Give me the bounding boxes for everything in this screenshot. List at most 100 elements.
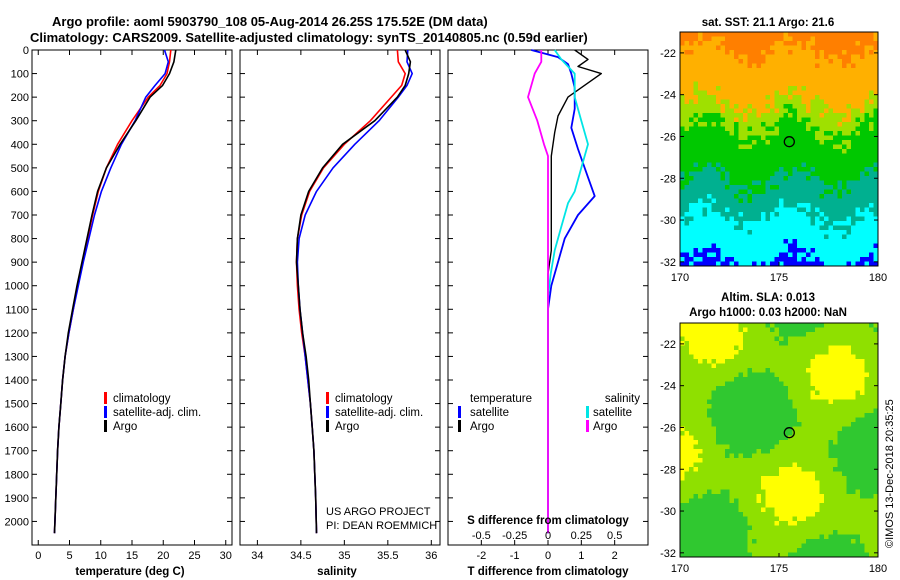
map-cell	[698, 113, 703, 118]
map-cell	[842, 149, 847, 154]
map-cell	[797, 45, 802, 51]
map-cell	[864, 140, 870, 145]
map-cell	[770, 198, 775, 204]
map-cell	[801, 189, 807, 195]
map-cell	[792, 341, 798, 346]
map-cell	[819, 162, 825, 168]
map-cell	[837, 203, 843, 208]
map-cell	[716, 185, 721, 190]
map-cell	[833, 68, 838, 73]
map-cell	[824, 453, 829, 459]
map-cell	[860, 216, 865, 222]
map-cell	[684, 516, 690, 522]
map-cell	[747, 462, 753, 468]
map-cell	[770, 86, 775, 91]
map-cell	[729, 216, 735, 222]
map-cell	[788, 194, 793, 199]
difference-y-ticks	[448, 49, 648, 522]
map-cell	[792, 95, 798, 100]
map-cell	[711, 261, 717, 267]
map-cell	[819, 354, 825, 360]
map-cell	[684, 336, 690, 342]
map-cell	[860, 149, 865, 154]
map-cell	[689, 467, 694, 472]
map-cell	[729, 72, 735, 78]
map-cell	[716, 171, 721, 177]
map-cell	[765, 45, 771, 51]
map-cell	[702, 453, 708, 459]
map-cell	[788, 54, 793, 60]
map-cell	[729, 59, 735, 64]
map-cell	[819, 350, 825, 355]
map-cell	[765, 225, 771, 231]
map-cell	[720, 185, 726, 190]
map-cell	[810, 230, 816, 235]
map-cell	[779, 180, 784, 186]
map-cell	[689, 45, 694, 51]
map-cell	[842, 341, 847, 346]
map-cell	[761, 140, 766, 145]
map-cell	[860, 408, 865, 414]
map-cell	[837, 212, 843, 217]
map-cell	[851, 435, 856, 441]
map-cell	[729, 462, 735, 468]
map-cell	[819, 117, 825, 123]
map-cell	[711, 99, 717, 105]
map-cell	[693, 158, 699, 163]
map-cell	[810, 408, 816, 414]
map-cell	[752, 548, 757, 553]
map-cell	[725, 230, 730, 235]
map-cell	[801, 50, 807, 55]
map-cell	[869, 426, 874, 432]
map-cell	[846, 36, 852, 42]
map-cell	[716, 453, 721, 459]
map-cell	[846, 189, 852, 195]
map-cell	[864, 257, 870, 262]
map-cell	[846, 341, 852, 346]
map-cell	[729, 239, 735, 244]
map-cell	[869, 476, 874, 481]
map-cell	[738, 135, 744, 141]
map-cell	[702, 212, 708, 217]
difference-panel: -2 -1 0 1 2 T difference from climatology S …	[447, 49, 649, 578]
map-cell	[702, 86, 708, 91]
map-cell	[729, 368, 735, 373]
map-cell	[716, 45, 721, 51]
map-cell	[698, 453, 703, 459]
map-cell	[792, 59, 798, 64]
map-cell	[720, 113, 726, 118]
map-cell	[788, 221, 793, 226]
map-cell	[693, 548, 699, 553]
map-cell	[837, 216, 843, 222]
map-cell	[756, 485, 762, 490]
map-cell	[801, 341, 807, 346]
map-cell	[833, 390, 838, 396]
map-cell	[680, 185, 685, 190]
map-cell	[752, 489, 757, 495]
map-cell	[824, 243, 829, 249]
map-cell	[747, 95, 753, 100]
map-cell	[842, 363, 847, 369]
map-cell	[689, 104, 694, 109]
map-cell	[765, 153, 771, 159]
map-cell	[698, 59, 703, 64]
map-cell	[815, 54, 820, 60]
map-cell	[792, 548, 798, 553]
map-cell	[842, 243, 847, 249]
map-cell	[815, 516, 820, 522]
map-cell	[770, 377, 775, 382]
map-cell	[783, 63, 789, 69]
map-cell	[680, 261, 685, 267]
map-cell	[873, 248, 879, 253]
map-cell	[774, 530, 780, 535]
map-cell	[815, 327, 820, 333]
map-cell	[711, 399, 717, 405]
map-cell	[801, 81, 807, 87]
map-y-tick-label: -28	[660, 464, 676, 476]
map-cell	[788, 543, 793, 549]
map-cell	[770, 203, 775, 208]
map-cell	[869, 552, 874, 558]
map-cell	[801, 185, 807, 190]
map-cell	[842, 99, 847, 105]
map-cell	[752, 261, 757, 267]
